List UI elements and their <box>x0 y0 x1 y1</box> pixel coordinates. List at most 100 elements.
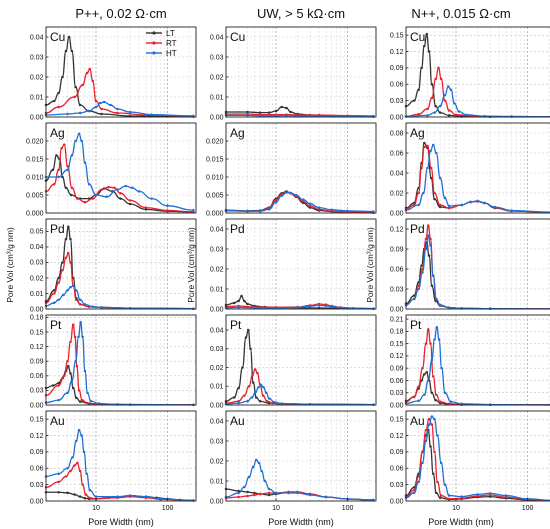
series-line-ht <box>45 101 194 117</box>
series-line-rt <box>45 462 194 502</box>
data-point-ht <box>421 271 424 274</box>
data-point-ht <box>417 287 420 291</box>
data-point-lt <box>67 225 70 229</box>
panel-frame <box>225 122 377 214</box>
data-point-ht <box>504 494 508 497</box>
data-point-lt <box>430 391 434 394</box>
data-point-rt <box>63 374 66 378</box>
data-point-ht <box>433 338 436 341</box>
series-line-ht <box>225 304 374 310</box>
data-point-rt <box>107 185 110 189</box>
y-tick-label: 0.04 <box>30 34 44 41</box>
data-point-ht <box>66 289 69 292</box>
data-point-ht <box>433 417 436 421</box>
data-point-lt <box>243 299 246 303</box>
y-tick-label: 0.00 <box>390 306 404 313</box>
y-tick-label: 0.03 <box>30 388 44 395</box>
data-point-rt <box>166 209 169 212</box>
panel-frame <box>225 218 377 310</box>
y-tick-label: 0.02 <box>30 275 44 282</box>
data-point-lt <box>434 398 437 402</box>
data-point-ht <box>285 114 288 117</box>
data-point-lt <box>438 111 442 114</box>
data-point-lt <box>251 381 255 384</box>
data-point-rt <box>75 298 78 301</box>
y-tick-label: 0.12 <box>390 353 404 360</box>
data-point-lt <box>249 347 252 350</box>
y-tick-label: 0.15 <box>30 329 44 336</box>
data-point-rt <box>67 251 70 255</box>
data-point-lt <box>232 301 236 305</box>
data-point-lt <box>100 112 103 116</box>
y-tick-label: 0.04 <box>210 34 224 41</box>
y-tick-label: 0.02 <box>210 266 224 273</box>
data-point-ht <box>339 306 342 309</box>
data-point-ht <box>57 298 60 301</box>
data-point-ht <box>82 450 86 454</box>
y-tick-label: 0.02 <box>210 365 224 372</box>
data-point-rt <box>70 186 74 190</box>
data-point-ht <box>81 335 84 339</box>
data-point-lt <box>447 114 451 117</box>
panel-frame <box>45 410 197 502</box>
data-point-ht <box>57 398 60 402</box>
x-axis-labels: Pore Width (nm) Pore Width (nm) Pore Wid… <box>88 517 494 527</box>
column-title-p: P++, 0.02 Ω·cm <box>75 6 166 21</box>
data-point-ht <box>280 194 283 197</box>
data-point-rt <box>57 105 60 109</box>
y-tick-label: 0.15 <box>30 416 44 423</box>
data-point-rt <box>426 144 429 148</box>
data-point-ht <box>429 149 432 153</box>
data-point-ht <box>324 304 328 308</box>
x-tick-label: 10 <box>92 505 100 512</box>
data-point-ht <box>417 480 420 484</box>
legend-entry-lt: LT <box>146 29 175 38</box>
data-point-ht <box>150 113 153 116</box>
y-tick-label: 0.03 <box>210 54 224 61</box>
data-point-rt <box>113 186 116 190</box>
data-point-ht <box>280 402 283 405</box>
data-point-ht <box>453 102 456 105</box>
data-point-rt <box>433 450 436 454</box>
data-point-ht <box>438 104 442 108</box>
x-tick-label: 100 <box>342 505 354 512</box>
y-tick-label: 0.005 <box>206 192 224 199</box>
panel-pd-col3: 0.00 0.03 0.06 0.09 0.12 Pd <box>390 218 550 313</box>
data-point-rt <box>261 394 265 397</box>
data-point-rt <box>308 204 312 208</box>
data-point-ht <box>77 132 81 136</box>
panel-pt-col1: 0.00 0.03 0.06 0.09 0.12 0.15 0.18 Pt <box>30 314 197 409</box>
metal-label: Pd <box>230 222 245 236</box>
data-point-ht <box>75 439 78 443</box>
data-point-ht <box>296 491 299 495</box>
y-axis-label-col3: Pore Vol (cm³/g nm) <box>365 227 375 303</box>
y-tick-label: 0.12 <box>390 49 404 56</box>
y-tick-label: 0.00 <box>390 402 404 409</box>
data-point-rt <box>69 340 72 344</box>
data-point-ht <box>86 391 89 395</box>
data-point-rt <box>61 268 64 272</box>
data-point-ht <box>435 326 439 329</box>
data-point-ht <box>52 301 56 305</box>
data-point-ht <box>308 304 312 308</box>
data-point-rt <box>274 198 278 202</box>
data-point-ht <box>285 191 288 194</box>
data-point-ht <box>308 493 312 497</box>
data-point-rt <box>77 389 81 392</box>
y-tick-label: 0.06 <box>30 466 44 473</box>
series-line-rt <box>45 252 194 310</box>
metal-label: Cu <box>230 30 245 44</box>
y-tick-label: 0.03 <box>390 482 404 489</box>
metal-label: Pt <box>230 318 242 332</box>
data-point-ht <box>66 112 69 116</box>
data-point-rt <box>417 385 420 388</box>
data-point-ht <box>246 209 249 213</box>
data-point-ht <box>75 289 78 292</box>
data-point-ht <box>460 495 463 498</box>
y-tick-label: 0.09 <box>390 449 404 456</box>
y-tick-label: 0.000 <box>26 210 44 217</box>
series-line-lt <box>45 154 194 213</box>
data-point-ht <box>476 493 479 496</box>
data-point-ht <box>166 204 169 208</box>
data-point-rt <box>454 113 458 117</box>
